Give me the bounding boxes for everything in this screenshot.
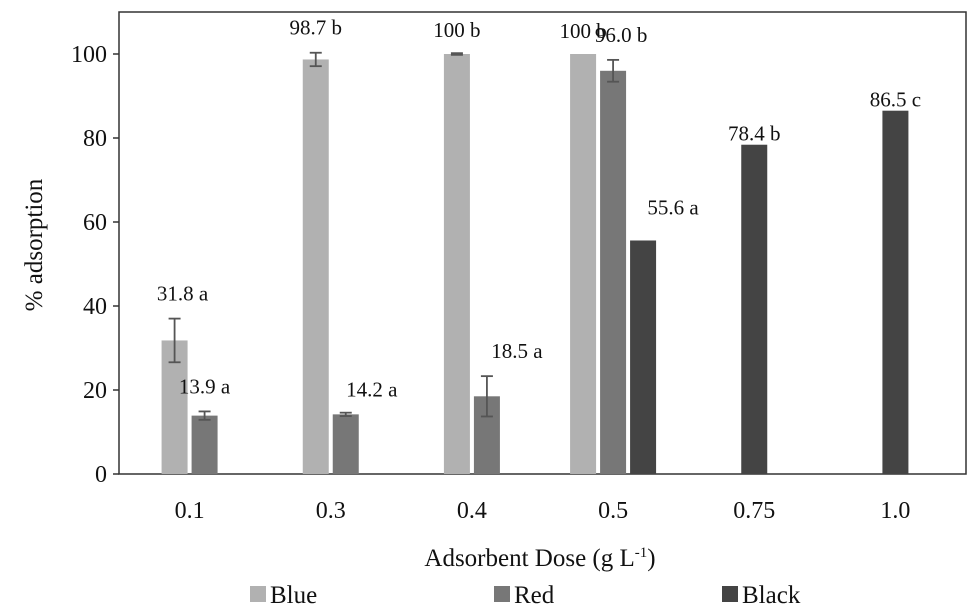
y-tick-label: 80	[83, 126, 107, 152]
x-axis-title-sup: -1	[635, 545, 648, 561]
data-label-blue-0.4: 100 b	[433, 18, 480, 42]
data-label-red-0.1: 13.9 a	[179, 374, 231, 398]
data-label-blue-0.1: 31.8 a	[157, 282, 209, 306]
bars-layer	[161, 54, 909, 475]
bar-blue-0.4	[443, 54, 470, 474]
bar-blue-0.3	[302, 59, 329, 475]
x-axis-title-main: Adsorbent Dose (g L	[424, 545, 634, 572]
y-tick-label: 0	[95, 462, 107, 488]
y-axis-title: % adsorption	[21, 178, 48, 311]
data-label-black-0.75: 78.4 b	[728, 122, 781, 146]
x-axis-ticks: 0.1 0.3 0.4 0.5 0.75 1.0	[175, 498, 911, 524]
data-label-black-1.0: 86.5 c	[870, 88, 921, 112]
y-axis-ticks: 0 20 40 60 80 100	[71, 42, 119, 488]
plot-border	[118, 11, 967, 475]
error-bars-layer	[168, 51, 620, 421]
legend-label-black: Black	[742, 582, 801, 609]
y-tick-label: 100	[71, 42, 107, 68]
x-axis-title: Adsorbent Dose (g L-1)	[424, 545, 655, 572]
data-labels-layer: 31.8 a 13.9 a 98.7 b 14.2 a 100 b 18.5 a 100 b…	[157, 16, 921, 402]
bar-red-0.3	[332, 414, 359, 474]
legend: Blue Red Black	[250, 582, 801, 609]
legend-label-red: Red	[514, 582, 555, 609]
y-tick-label: 60	[83, 210, 107, 236]
legend-swatch-blue	[250, 586, 266, 602]
bar-red-0.5	[600, 70, 627, 475]
legend-swatch-black	[722, 586, 738, 602]
x-axis-title-end: )	[647, 545, 655, 572]
data-label-red-0.3: 14.2 a	[346, 378, 398, 402]
x-tick-label: 0.4	[457, 498, 487, 524]
bar-black-0.75	[741, 144, 768, 474]
data-label-red-0.5: 96.0 b	[595, 23, 648, 47]
x-tick-label: 0.3	[316, 498, 346, 524]
x-tick-label: 0.75	[733, 498, 775, 524]
legend-label-blue: Blue	[270, 582, 317, 609]
data-label-blue-0.3: 98.7 b	[290, 16, 343, 40]
legend-swatch-red	[494, 586, 510, 602]
y-tick-label: 20	[83, 378, 107, 404]
x-tick-label: 0.5	[598, 498, 628, 524]
data-label-red-0.4: 18.5 a	[491, 339, 543, 363]
plot-frame	[118, 11, 967, 475]
data-label-blue-0.5: 100 b	[559, 19, 606, 43]
bar-red-0.1	[191, 415, 218, 474]
bar-black-0.5	[630, 240, 657, 474]
bar-blue-0.5	[570, 54, 597, 474]
y-tick-label: 40	[83, 294, 107, 320]
data-label-black-0.5: 55.6 a	[647, 195, 699, 219]
x-tick-label: 0.1	[175, 498, 205, 524]
x-tick-label: 1.0	[880, 498, 910, 524]
bar-black-1.0	[882, 110, 909, 474]
